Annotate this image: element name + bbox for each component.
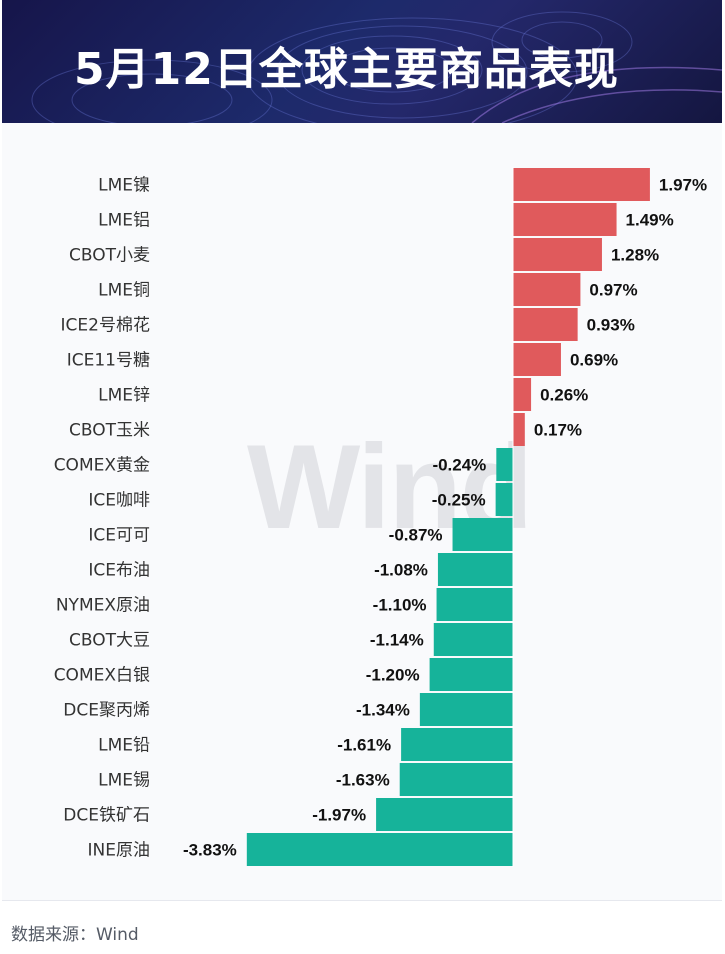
value-label: -0.87% xyxy=(389,526,443,545)
bar-negative xyxy=(246,833,513,866)
value-label: -1.63% xyxy=(336,771,390,790)
bar-negative xyxy=(436,588,513,621)
category-label: LME镍 xyxy=(98,176,150,196)
bar-positive xyxy=(513,168,650,201)
bar-positive xyxy=(513,273,581,306)
value-label: -1.34% xyxy=(356,701,410,720)
category-label: NYMEX原油 xyxy=(56,596,150,616)
category-label: CBOT玉米 xyxy=(69,421,150,441)
value-label: -1.14% xyxy=(370,631,424,650)
bar-negative xyxy=(419,693,513,726)
value-label: -0.25% xyxy=(432,491,486,510)
contour-background-graphic xyxy=(31,11,722,123)
bar-negative xyxy=(452,518,513,551)
value-label: -1.10% xyxy=(373,596,427,615)
bar-negative xyxy=(429,658,513,691)
bar-negative xyxy=(401,728,513,761)
page-title: 5月12日全球主要商品表现 xyxy=(74,44,619,95)
data-source-note: 数据来源：Wind xyxy=(11,925,139,945)
category-label: DCE聚丙烯 xyxy=(63,701,150,721)
category-label: DCE铁矿石 xyxy=(63,806,150,826)
category-label: ICE11号糖 xyxy=(67,351,150,371)
value-label: 0.69% xyxy=(570,351,618,370)
value-label: 1.49% xyxy=(626,211,674,230)
value-label: 0.97% xyxy=(589,281,637,300)
bar-negative xyxy=(496,448,513,481)
value-label: -1.20% xyxy=(366,666,420,685)
category-label: LME铝 xyxy=(98,211,150,231)
bar-negative xyxy=(376,798,513,831)
bar-positive xyxy=(513,308,578,341)
bar-negative xyxy=(433,623,513,656)
bar-positive xyxy=(513,203,617,236)
bar-negative xyxy=(495,483,513,516)
category-label: LME铜 xyxy=(98,281,150,301)
category-label: COMEX黄金 xyxy=(54,456,150,476)
category-label: COMEX白银 xyxy=(54,666,150,686)
bar-positive xyxy=(513,238,602,271)
value-label: -1.97% xyxy=(312,806,366,825)
bar-positive xyxy=(513,343,561,376)
category-label: ICE布油 xyxy=(88,561,150,581)
bar-negative xyxy=(437,553,513,586)
value-label: 1.28% xyxy=(611,246,659,265)
bar-negative xyxy=(399,763,513,796)
value-label: 0.93% xyxy=(587,316,635,335)
category-label: ICE可可 xyxy=(88,526,150,546)
category-label: LME铅 xyxy=(98,736,150,756)
category-label: CBOT小麦 xyxy=(69,246,150,266)
category-label: INE原油 xyxy=(88,841,150,861)
value-label: -0.24% xyxy=(432,456,486,475)
value-label: -1.61% xyxy=(337,736,391,755)
value-label: 0.17% xyxy=(534,421,582,440)
value-label: -1.08% xyxy=(374,561,428,580)
category-label: ICE2号棉花 xyxy=(61,316,150,336)
category-label: CBOT大豆 xyxy=(69,631,150,651)
category-label: LME锡 xyxy=(98,771,150,791)
category-label: LME锌 xyxy=(98,386,150,406)
chart-panel xyxy=(2,123,722,901)
value-label: 0.26% xyxy=(540,386,588,405)
title-banner: 5月12日全球主要商品表现 xyxy=(2,0,722,123)
value-label: -3.83% xyxy=(183,841,237,860)
bar-positive xyxy=(513,413,525,446)
bar-positive xyxy=(513,378,532,411)
value-label: 1.97% xyxy=(659,176,707,195)
category-label: ICE咖啡 xyxy=(88,491,150,511)
